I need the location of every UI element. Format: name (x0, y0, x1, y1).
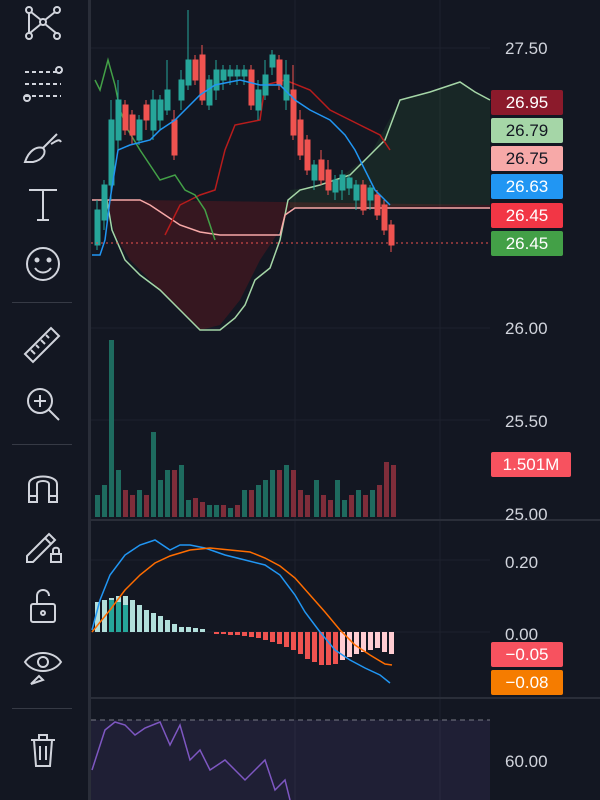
ruler-tool-icon[interactable] (19, 320, 67, 368)
macd-badge: −0.05 (491, 642, 563, 667)
text-tool-icon[interactable] (19, 180, 67, 228)
macd-axis-label: 0.20 (505, 553, 538, 572)
emoji-tool-icon[interactable] (19, 240, 67, 288)
price-badge: 26.75 (491, 146, 563, 171)
cloud-bearish (107, 200, 490, 330)
zoom-in-icon[interactable] (19, 380, 67, 428)
price-axis-label: 26.00 (505, 319, 548, 338)
macd-histogram (95, 596, 394, 665)
macd-line (92, 540, 390, 683)
fib-tool-icon[interactable] (19, 60, 67, 108)
price-badge: 26.95 (491, 90, 563, 115)
toolbar-divider (12, 444, 72, 445)
price-axis-label: 25.00 (505, 505, 548, 524)
toolbar-divider (12, 708, 72, 709)
price-badge: 26.63 (491, 174, 563, 199)
drawing-toolbar (0, 0, 88, 800)
signal-badge: −0.08 (491, 670, 563, 695)
eye-icon[interactable] (19, 642, 67, 690)
price-badge: 26.79 (491, 118, 563, 143)
magnet-icon[interactable] (19, 462, 67, 510)
toolbar-divider (12, 302, 72, 303)
price-axis-label: 25.50 (505, 412, 548, 431)
volume-bars (95, 340, 396, 517)
brush-tool-icon[interactable] (19, 122, 67, 170)
unlock-icon[interactable] (19, 582, 67, 630)
pattern-tool-icon[interactable] (19, 0, 67, 48)
price-badge: 26.45 (491, 203, 563, 228)
volume-badge: 1.501M (491, 452, 571, 477)
price-badge: 26.45 (491, 231, 563, 256)
rsi-axis-label: 60.00 (505, 752, 548, 771)
trash-icon[interactable] (19, 726, 67, 774)
rsi-band (91, 720, 490, 800)
price-axis-label: 27.50 (505, 39, 548, 58)
lock-drawing-icon[interactable] (19, 520, 67, 568)
